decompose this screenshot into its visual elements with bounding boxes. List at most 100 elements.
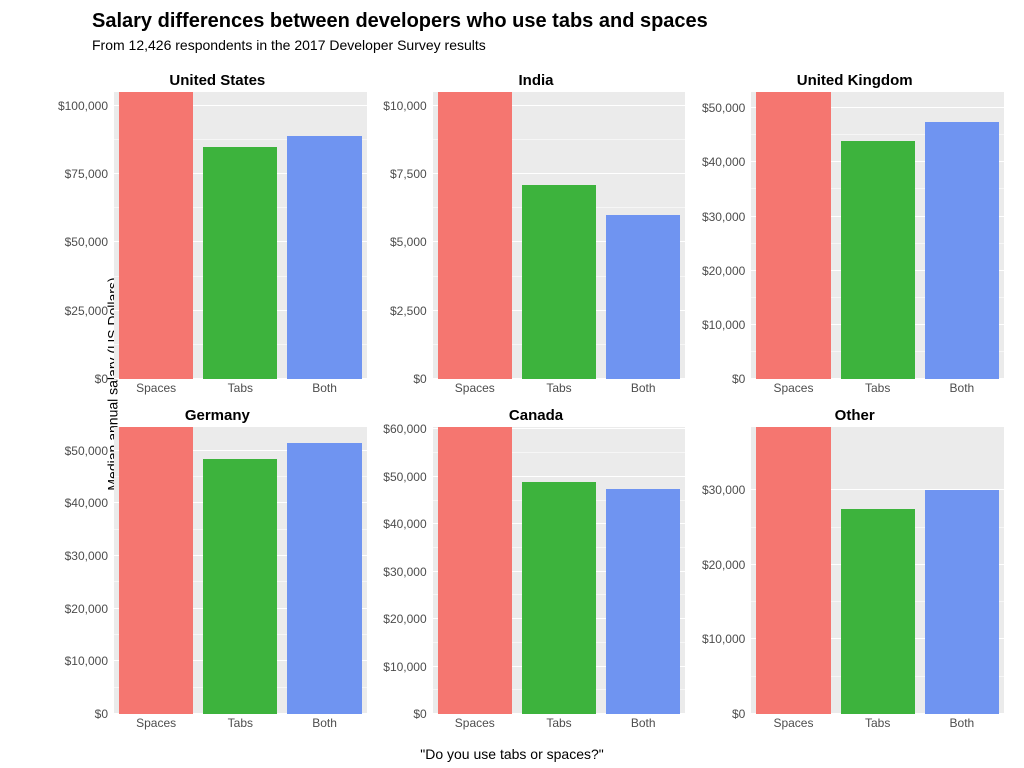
chart-subtitle: From 12,426 respondents in the 2017 Deve… xyxy=(92,37,708,53)
bar xyxy=(287,443,361,714)
bar xyxy=(522,482,596,714)
y-tick-label: $2,500 xyxy=(390,304,427,318)
x-tick-label: Spaces xyxy=(751,381,835,399)
chart-panel: Germany $0 $10,000 $20,000 $30,000 $40,000 $50… xyxy=(58,403,377,738)
y-ticks: $0$10,000$20,000$30,000 xyxy=(695,427,749,714)
y-tick-label: $50,000 xyxy=(702,101,745,115)
bar xyxy=(119,92,193,379)
y-tick-label: $0 xyxy=(95,372,108,386)
y-tick-label: $20,000 xyxy=(702,264,745,278)
y-tick-label: $5,000 xyxy=(390,235,427,249)
x-tick-label: Tabs xyxy=(836,716,920,734)
x-tick-label: Tabs xyxy=(836,381,920,399)
y-tick-label: $75,000 xyxy=(65,167,108,181)
x-ticks: SpacesTabsBoth xyxy=(114,381,367,399)
y-tick-label: $0 xyxy=(95,707,108,721)
x-axis-label: "Do you use tabs or spaces?" xyxy=(420,746,603,762)
x-tick-label: Spaces xyxy=(751,716,835,734)
bar xyxy=(925,122,999,379)
y-tick-label: $30,000 xyxy=(702,210,745,224)
bar xyxy=(841,141,915,379)
panel-title: Other xyxy=(701,407,1008,424)
chart-title: Salary differences between developers wh… xyxy=(92,10,708,33)
bar xyxy=(522,185,596,379)
x-tick-label: Spaces xyxy=(433,716,517,734)
bar xyxy=(606,489,680,714)
bar xyxy=(203,459,277,714)
x-tick-label: Spaces xyxy=(433,381,517,399)
y-tick-label: $30,000 xyxy=(702,483,745,497)
plot-area xyxy=(114,427,367,714)
bar xyxy=(925,490,999,714)
bar xyxy=(203,147,277,379)
y-tick-label: $0 xyxy=(413,707,426,721)
panel-title: Canada xyxy=(383,407,690,424)
y-ticks: $0$10,000$20,000$30,000$40,000$50,000$60… xyxy=(377,427,431,714)
y-tick-label: $0 xyxy=(732,372,745,386)
y-tick-label: $0 xyxy=(413,372,426,386)
x-ticks: SpacesTabsBoth xyxy=(433,716,686,734)
bar xyxy=(756,92,830,379)
bar xyxy=(438,427,512,714)
x-tick-label: Both xyxy=(601,381,685,399)
bar xyxy=(119,427,193,714)
y-ticks: $0$10,000$20,000$30,000$40,000$50,000 xyxy=(58,427,112,714)
panel-title: India xyxy=(383,72,690,89)
bar xyxy=(438,92,512,379)
x-ticks: SpacesTabsBoth xyxy=(114,716,367,734)
panel-title: Germany xyxy=(64,407,371,424)
y-tick-label: $20,000 xyxy=(65,602,108,616)
y-tick-label: $10,000 xyxy=(65,654,108,668)
plot-area xyxy=(751,92,1004,379)
plot-area xyxy=(433,92,686,379)
facet-grid: United States $0 $25,000 $50,000 $75,000 $100… xyxy=(58,68,1014,738)
x-tick-label: Both xyxy=(282,716,366,734)
x-tick-label: Spaces xyxy=(114,716,198,734)
chart-panel: Other $0 $10,000 $20,000 $30,000 SpacesTabsBo… xyxy=(695,403,1014,738)
y-tick-label: $50,000 xyxy=(65,235,108,249)
bar xyxy=(756,427,830,714)
chart-panel: Canada$0$10,000$20,000$30,000$40,000$50,… xyxy=(377,403,696,738)
y-ticks: $0$10,000$20,000$30,000$40,000$50,000 xyxy=(695,92,749,379)
y-tick-label: $25,000 xyxy=(65,304,108,318)
y-tick-label: $50,000 xyxy=(383,470,426,484)
plot-area xyxy=(751,427,1004,714)
y-tick-label: $30,000 xyxy=(65,549,108,563)
x-ticks: SpacesTabsBoth xyxy=(433,381,686,399)
y-tick-label: $30,000 xyxy=(383,565,426,579)
x-tick-label: Tabs xyxy=(517,381,601,399)
y-tick-label: $60,000 xyxy=(383,422,426,436)
x-tick-label: Spaces xyxy=(114,381,198,399)
x-tick-label: Tabs xyxy=(517,716,601,734)
chart-panel: United States $0 $25,000 $50,000 $75,000 $100… xyxy=(58,68,377,403)
plot-area xyxy=(433,427,686,714)
chart-panel: United Kingdom $0 $10,000 $20,000 $30,000 $40… xyxy=(695,68,1014,403)
y-tick-label: $40,000 xyxy=(702,155,745,169)
y-tick-label: $20,000 xyxy=(702,558,745,572)
panel-title: United Kingdom xyxy=(701,72,1008,89)
y-tick-label: $10,000 xyxy=(702,632,745,646)
plot-area xyxy=(114,92,367,379)
y-ticks: $0$2,500$5,000$7,500$10,000 xyxy=(377,92,431,379)
x-tick-label: Tabs xyxy=(198,381,282,399)
bar xyxy=(287,136,361,379)
x-ticks: SpacesTabsBoth xyxy=(751,381,1004,399)
panel-title: United States xyxy=(64,72,371,89)
y-tick-label: $10,000 xyxy=(383,99,426,113)
y-ticks: $0$25,000$50,000$75,000$100,000 xyxy=(58,92,112,379)
y-tick-label: $40,000 xyxy=(65,496,108,510)
y-tick-label: $10,000 xyxy=(702,318,745,332)
y-tick-label: $100,000 xyxy=(58,99,108,113)
x-ticks: SpacesTabsBoth xyxy=(751,716,1004,734)
x-tick-label: Tabs xyxy=(198,716,282,734)
y-tick-label: $10,000 xyxy=(383,660,426,674)
y-tick-label: $40,000 xyxy=(383,517,426,531)
x-tick-label: Both xyxy=(920,381,1004,399)
chart-panel: India $0 $2,500 $5,000 $7,500 $10,000 SpacesTa… xyxy=(377,68,696,403)
bar xyxy=(606,215,680,379)
y-tick-label: $0 xyxy=(732,707,745,721)
x-tick-label: Both xyxy=(282,381,366,399)
y-tick-label: $7,500 xyxy=(390,167,427,181)
bar xyxy=(841,509,915,714)
y-tick-label: $50,000 xyxy=(65,444,108,458)
